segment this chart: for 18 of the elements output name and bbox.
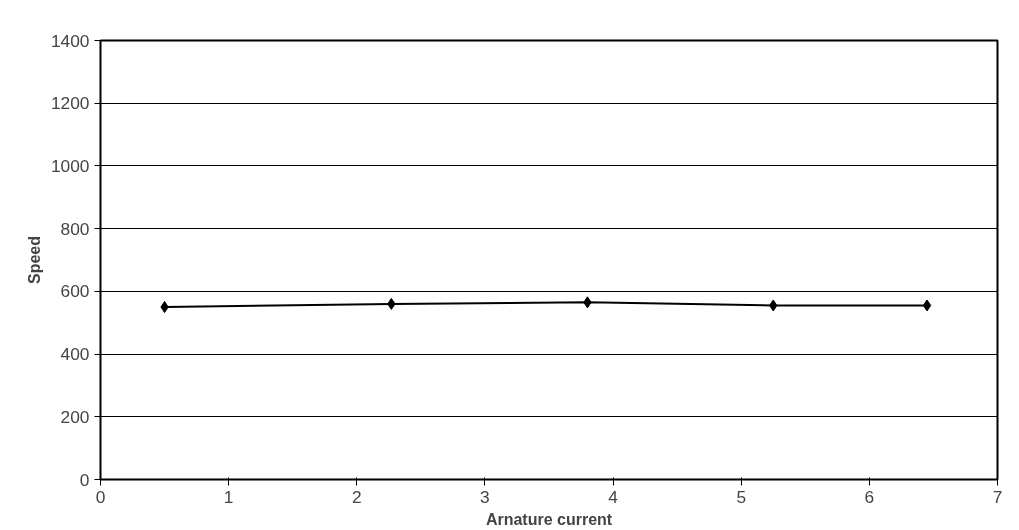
y-tick-label: 1000 xyxy=(50,155,90,176)
x-tick-label: 2 xyxy=(351,486,362,507)
y-tick-label: 1200 xyxy=(50,93,90,114)
y-tick-label: 400 xyxy=(60,344,90,365)
x-tick-label: 1 xyxy=(223,486,234,507)
y-tick-label: 800 xyxy=(60,218,90,239)
x-tick-label: 4 xyxy=(608,486,619,507)
x-tick-label: 0 xyxy=(95,486,106,507)
y-tick-label: 1400 xyxy=(50,30,90,51)
y-tick-label: 600 xyxy=(60,281,90,302)
y-axis-title: Speed xyxy=(25,235,43,285)
x-tick-label: 6 xyxy=(864,486,875,507)
y-tick-label: 0 xyxy=(79,469,90,490)
x-tick-label: 7 xyxy=(992,486,1003,507)
x-tick-label: 3 xyxy=(480,486,490,507)
y-tick-label: 200 xyxy=(60,406,90,427)
x-axis-title: Arnature current xyxy=(485,510,613,528)
x-tick-label: 5 xyxy=(736,486,747,507)
